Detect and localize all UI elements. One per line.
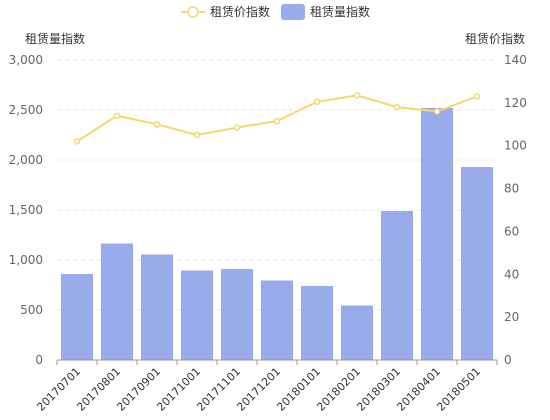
left-tick-label: 2,000 [9, 153, 43, 167]
price-point[interactable] [73, 138, 81, 145]
price-point[interactable] [153, 121, 161, 128]
right-tick-label: 80 [504, 182, 519, 196]
bar[interactable] [101, 243, 133, 361]
right-tick-label: 60 [504, 224, 519, 238]
bar[interactable] [181, 270, 213, 361]
left-tick-label: 1,500 [9, 203, 43, 217]
right-tick-label: 20 [504, 310, 519, 324]
left-tick-label: 1,000 [9, 253, 43, 267]
bar-series [61, 108, 493, 360]
left-axis-title: 租赁量指数 [25, 31, 85, 46]
right-tick-label: 140 [504, 53, 527, 67]
line-series [73, 92, 481, 145]
right-axis-ticks: 0 20 40 60 80 100 120 140 [504, 53, 527, 367]
price-point[interactable] [193, 131, 201, 139]
price-point[interactable] [233, 124, 241, 131]
bar[interactable] [221, 269, 253, 360]
x-axis-ticks [56, 360, 498, 365]
legend-line-marker [187, 6, 199, 18]
price-point[interactable] [473, 93, 481, 100]
left-tick-label: 500 [20, 303, 43, 317]
price-point[interactable] [433, 108, 441, 115]
right-tick-label: 120 [504, 96, 527, 110]
price-point[interactable] [393, 103, 401, 111]
x-axis-labels: 2017070120170801201709012017100120171101… [34, 365, 483, 414]
price-point[interactable] [353, 92, 361, 99]
left-axis-ticks: 0 500 1,000 1,500 2,000 2,500 3,000 [9, 53, 43, 367]
legend: 租赁价指数 租赁量指数 [181, 4, 370, 20]
right-axis-title: 租赁价指数 [465, 31, 525, 46]
left-tick-label: 0 [35, 353, 43, 367]
right-tick-label: 100 [504, 139, 527, 153]
bar[interactable] [341, 305, 373, 361]
bar[interactable] [461, 167, 493, 360]
right-tick-label: 40 [504, 267, 519, 281]
legend-label-price: 租赁价指数 [210, 4, 270, 19]
x-tick-label: 20180501 [434, 365, 483, 414]
legend-label-volume: 租赁量指数 [310, 4, 370, 19]
price-point[interactable] [273, 117, 281, 125]
price-point[interactable] [313, 98, 321, 106]
bar[interactable] [301, 286, 333, 360]
legend-item-price[interactable]: 租赁价指数 [181, 4, 270, 19]
legend-bar-swatch [281, 4, 305, 20]
bar[interactable] [421, 108, 453, 360]
legend-item-volume[interactable]: 租赁量指数 [281, 4, 370, 20]
bar[interactable] [141, 254, 173, 361]
left-tick-label: 3,000 [9, 53, 43, 67]
bar[interactable] [61, 274, 93, 360]
bar[interactable] [261, 280, 293, 361]
left-tick-label: 2,500 [9, 103, 43, 117]
price-point[interactable] [113, 112, 121, 119]
bar[interactable] [381, 211, 413, 360]
right-tick-label: 0 [504, 353, 512, 367]
